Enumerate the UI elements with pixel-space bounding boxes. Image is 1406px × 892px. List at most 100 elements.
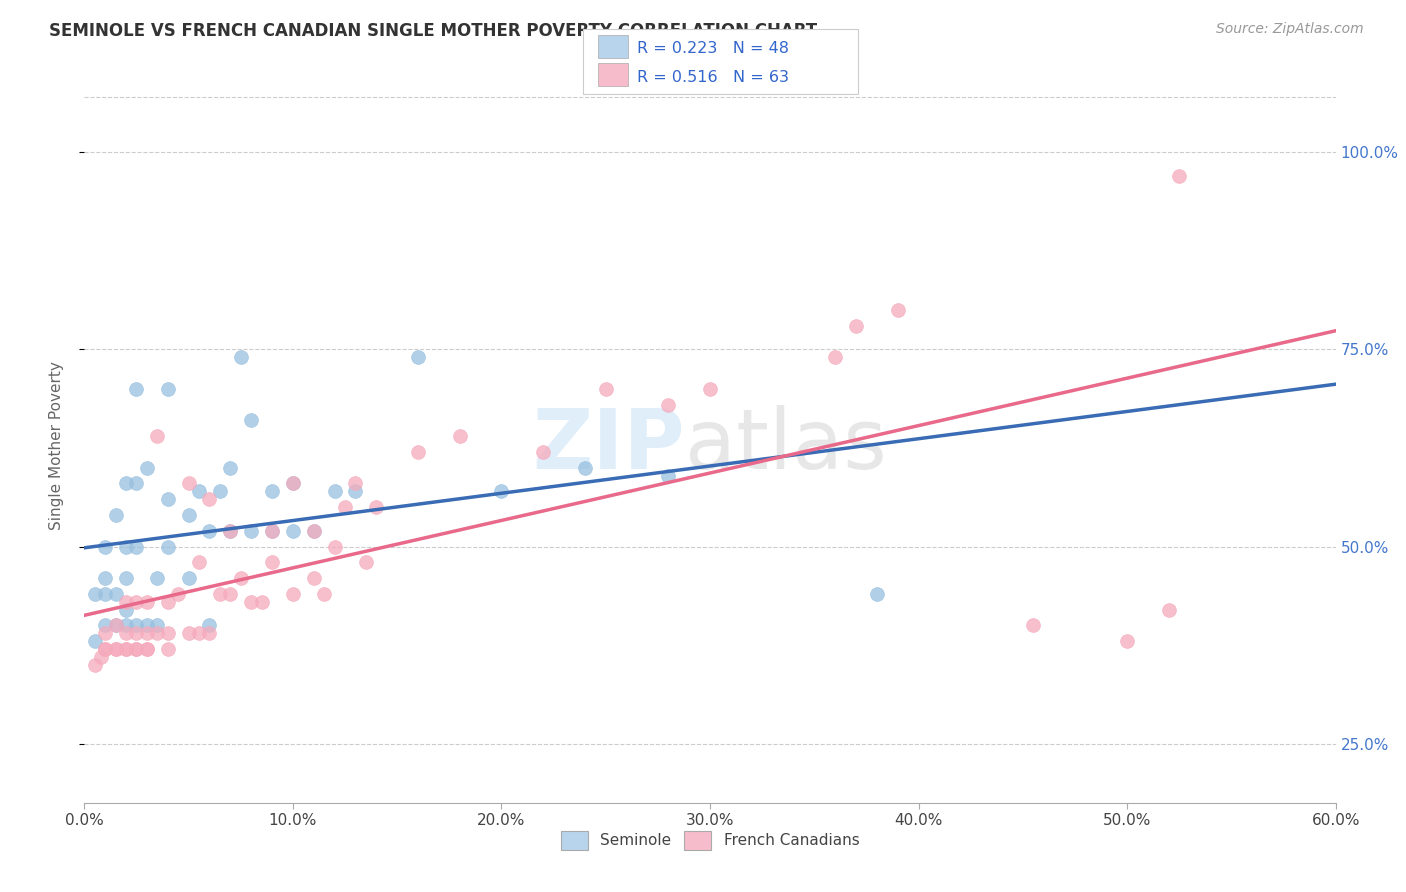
Point [188, 626, 211, 640]
Point [344, 484, 367, 499]
Point [699, 382, 721, 396]
Point [281, 524, 304, 538]
Point [866, 587, 889, 601]
Point [250, 595, 273, 609]
Point [104, 508, 127, 522]
Point [125, 642, 148, 657]
Point [156, 382, 179, 396]
Point [125, 382, 148, 396]
Point [156, 595, 179, 609]
Point [177, 571, 200, 585]
Point [887, 303, 910, 318]
Point [406, 351, 429, 365]
Point [94, 571, 117, 585]
Point [94, 540, 117, 554]
Text: ZIP: ZIP [533, 406, 685, 486]
Point [156, 540, 179, 554]
Point [94, 587, 117, 601]
Point [219, 524, 242, 538]
Point [104, 618, 127, 632]
Point [323, 540, 346, 554]
Point [156, 642, 179, 657]
Point [406, 445, 429, 459]
Point [240, 524, 263, 538]
Point [115, 602, 138, 616]
Y-axis label: Single Mother Poverty: Single Mother Poverty [49, 361, 63, 531]
Point [115, 571, 138, 585]
Point [104, 587, 127, 601]
Point [314, 587, 336, 601]
Text: R = 0.223   N = 48: R = 0.223 N = 48 [637, 41, 789, 56]
Point [1022, 618, 1045, 632]
Point [262, 555, 284, 569]
Point [198, 626, 221, 640]
Point [104, 642, 127, 657]
Point [90, 649, 112, 664]
Point [136, 642, 159, 657]
Text: R = 0.516   N = 63: R = 0.516 N = 63 [637, 70, 789, 85]
Point [262, 484, 284, 499]
Point [83, 657, 105, 672]
Point [136, 626, 159, 640]
Text: SEMINOLE VS FRENCH CANADIAN SINGLE MOTHER POVERTY CORRELATION CHART: SEMINOLE VS FRENCH CANADIAN SINGLE MOTHE… [49, 22, 817, 40]
Point [240, 413, 263, 427]
Point [1157, 602, 1180, 616]
Point [94, 642, 117, 657]
Point [177, 508, 200, 522]
Point [449, 429, 471, 443]
Point [302, 524, 325, 538]
Point [366, 500, 388, 515]
Legend: Seminole, French Canadians: Seminole, French Canadians [554, 825, 866, 855]
Point [302, 524, 325, 538]
Point [156, 626, 179, 640]
Point [219, 460, 242, 475]
Point [125, 540, 148, 554]
Point [1168, 169, 1191, 183]
Point [354, 555, 377, 569]
Point [219, 524, 242, 538]
Point [491, 484, 513, 499]
Point [104, 642, 127, 657]
Point [262, 524, 284, 538]
Point [574, 460, 596, 475]
Point [198, 524, 221, 538]
Point [198, 492, 221, 507]
Point [177, 476, 200, 491]
Point [83, 634, 105, 648]
Point [115, 618, 138, 632]
Point [167, 587, 190, 601]
Point [657, 468, 679, 483]
Point [595, 382, 617, 396]
Point [531, 445, 554, 459]
Point [323, 484, 346, 499]
Point [281, 476, 304, 491]
Point [262, 524, 284, 538]
Point [302, 571, 325, 585]
Point [115, 476, 138, 491]
Point [177, 626, 200, 640]
Point [115, 642, 138, 657]
Point [104, 618, 127, 632]
Point [136, 618, 159, 632]
Point [146, 626, 169, 640]
Point [229, 351, 252, 365]
Point [657, 398, 679, 412]
Point [94, 618, 117, 632]
Point [344, 476, 367, 491]
Point [824, 351, 846, 365]
Point [125, 595, 148, 609]
Point [845, 318, 868, 333]
Point [115, 642, 138, 657]
Point [281, 587, 304, 601]
Point [83, 587, 105, 601]
Point [146, 618, 169, 632]
Point [94, 642, 117, 657]
Point [333, 500, 356, 515]
Point [136, 595, 159, 609]
Point [125, 626, 148, 640]
Point [115, 595, 138, 609]
Point [94, 626, 117, 640]
Point [146, 571, 169, 585]
Point [136, 642, 159, 657]
Point [1116, 634, 1139, 648]
